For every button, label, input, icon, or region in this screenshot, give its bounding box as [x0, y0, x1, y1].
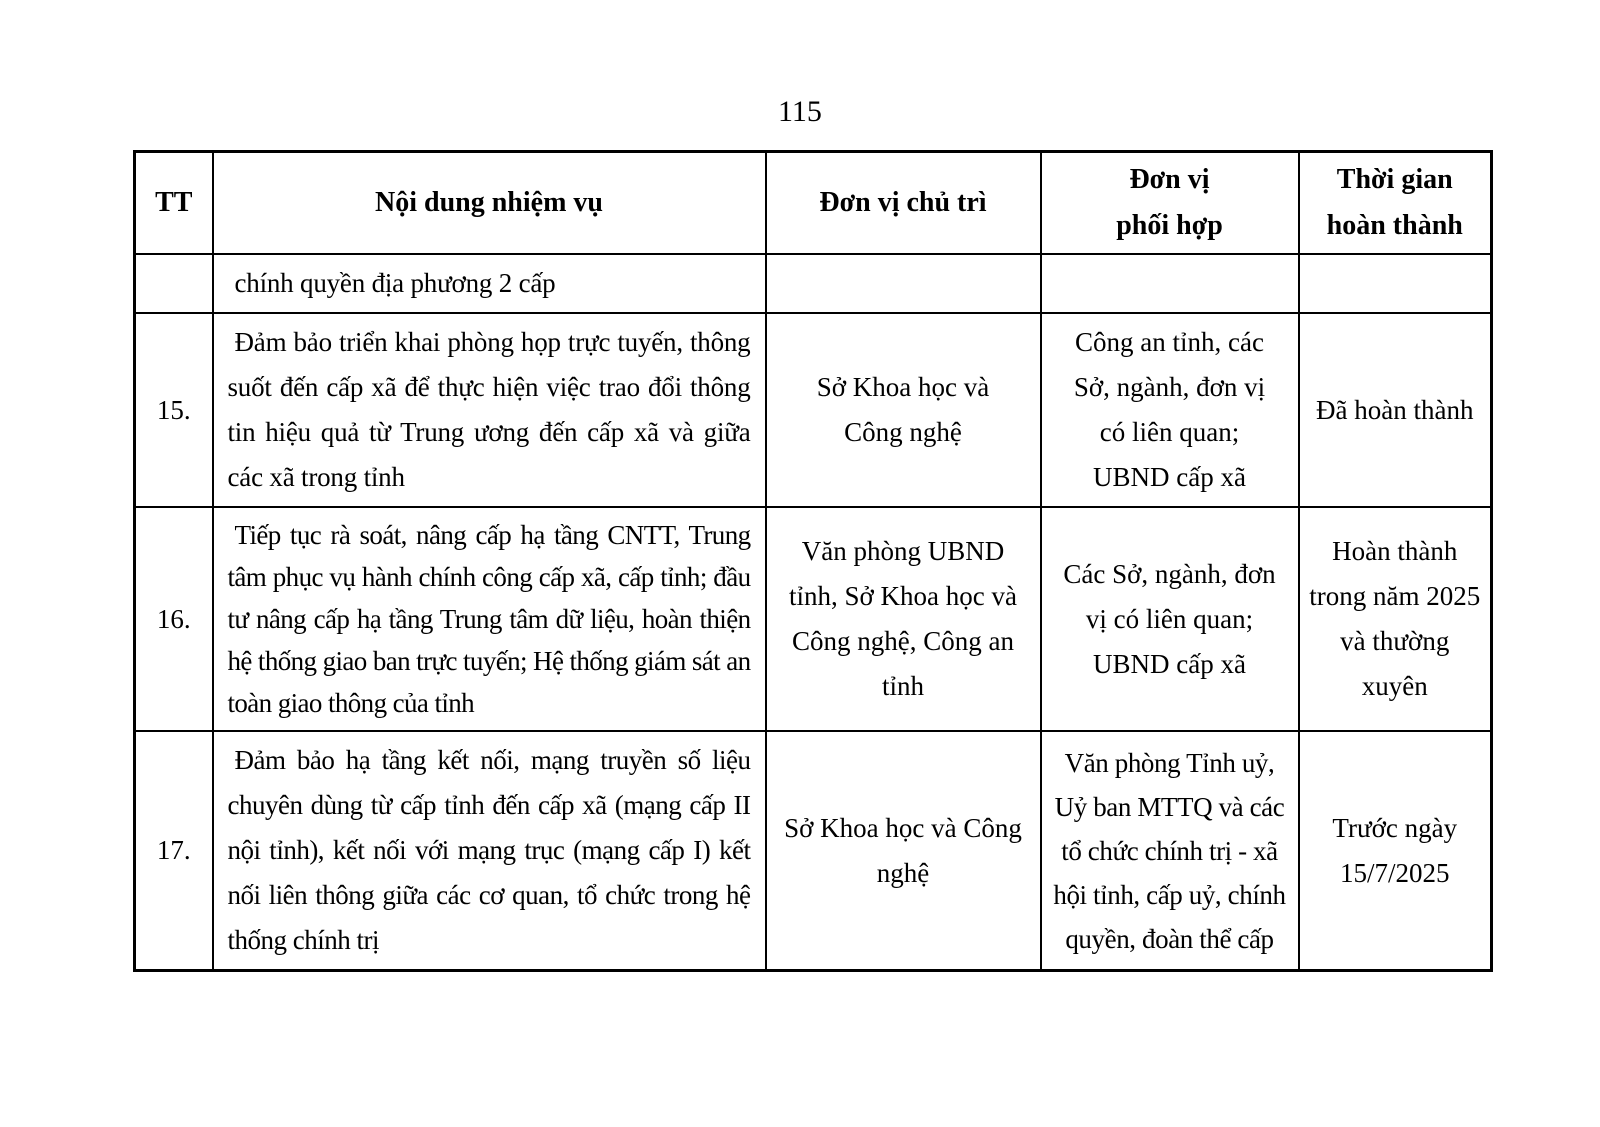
header-task-content: Nội dung nhiệm vụ — [211, 150, 767, 255]
header-lead-unit: Đơn vị chủ trì — [764, 150, 1042, 255]
row-number-cell: 16. — [133, 506, 214, 732]
row-number-cell — [133, 253, 214, 314]
task-cell: Đảm bảo hạ tầng kết nối, mạng truyền số … — [211, 730, 767, 972]
page-number: 115 — [778, 95, 822, 128]
task-cell: chính quyền địa phương 2 cấp — [211, 253, 767, 314]
lead-unit-cell: Văn phòng UBND tỉnh, Sở Khoa học và Công… — [764, 506, 1042, 732]
coordinating-unit-cell: Các Sở, ngành, đơn vị có liên quan; UBND… — [1039, 506, 1300, 732]
coordinating-unit-cell: Công an tỉnh, các Sở, ngành, đơn vị có l… — [1039, 312, 1300, 508]
task-cell: Đảm bảo triển khai phòng họp trực tuyến,… — [211, 312, 767, 508]
coordinating-unit-cell — [1039, 253, 1300, 314]
coordinating-unit-cell: Văn phòng Tỉnh uỷ, Uỷ ban MTTQ và các tổ… — [1039, 730, 1300, 972]
row-number-cell: 17. — [133, 730, 214, 972]
deadline-cell — [1297, 253, 1493, 314]
row-number-cell: 15. — [133, 312, 214, 508]
lead-unit-cell: Sở Khoa học và Công nghệ — [764, 730, 1042, 972]
deadline-cell: Trước ngày 15/7/2025 — [1297, 730, 1493, 972]
header-completion-time: Thời gian hoàn thành — [1297, 150, 1493, 255]
lead-unit-cell: Sở Khoa học và Công nghệ — [764, 312, 1042, 508]
task-cell: Tiếp tục rà soát, nâng cấp hạ tầng CNTT,… — [211, 506, 767, 732]
table-row-continuation: chính quyền địa phương 2 cấp — [133, 253, 1493, 314]
lead-unit-cell — [764, 253, 1042, 314]
deadline-cell: Hoàn thành trong năm 2025 và thường xuyê… — [1297, 506, 1493, 732]
table-row-15: 15. Đảm bảo triển khai phòng họp trực tu… — [133, 312, 1493, 508]
task-table: TT Nội dung nhiệm vụ Đơn vị chủ trì Đơn … — [133, 150, 1493, 972]
header-coordinating-unit: Đơn vị phối hợp — [1039, 150, 1300, 255]
table-row-16: 16. Tiếp tục rà soát, nâng cấp hạ tầng C… — [133, 506, 1493, 732]
table-header-row: TT Nội dung nhiệm vụ Đơn vị chủ trì Đơn … — [133, 150, 1493, 255]
deadline-cell: Đã hoàn thành — [1297, 312, 1493, 508]
header-tt: TT — [133, 150, 214, 255]
table-row-17: 17. Đảm bảo hạ tầng kết nối, mạng truyền… — [133, 730, 1493, 972]
